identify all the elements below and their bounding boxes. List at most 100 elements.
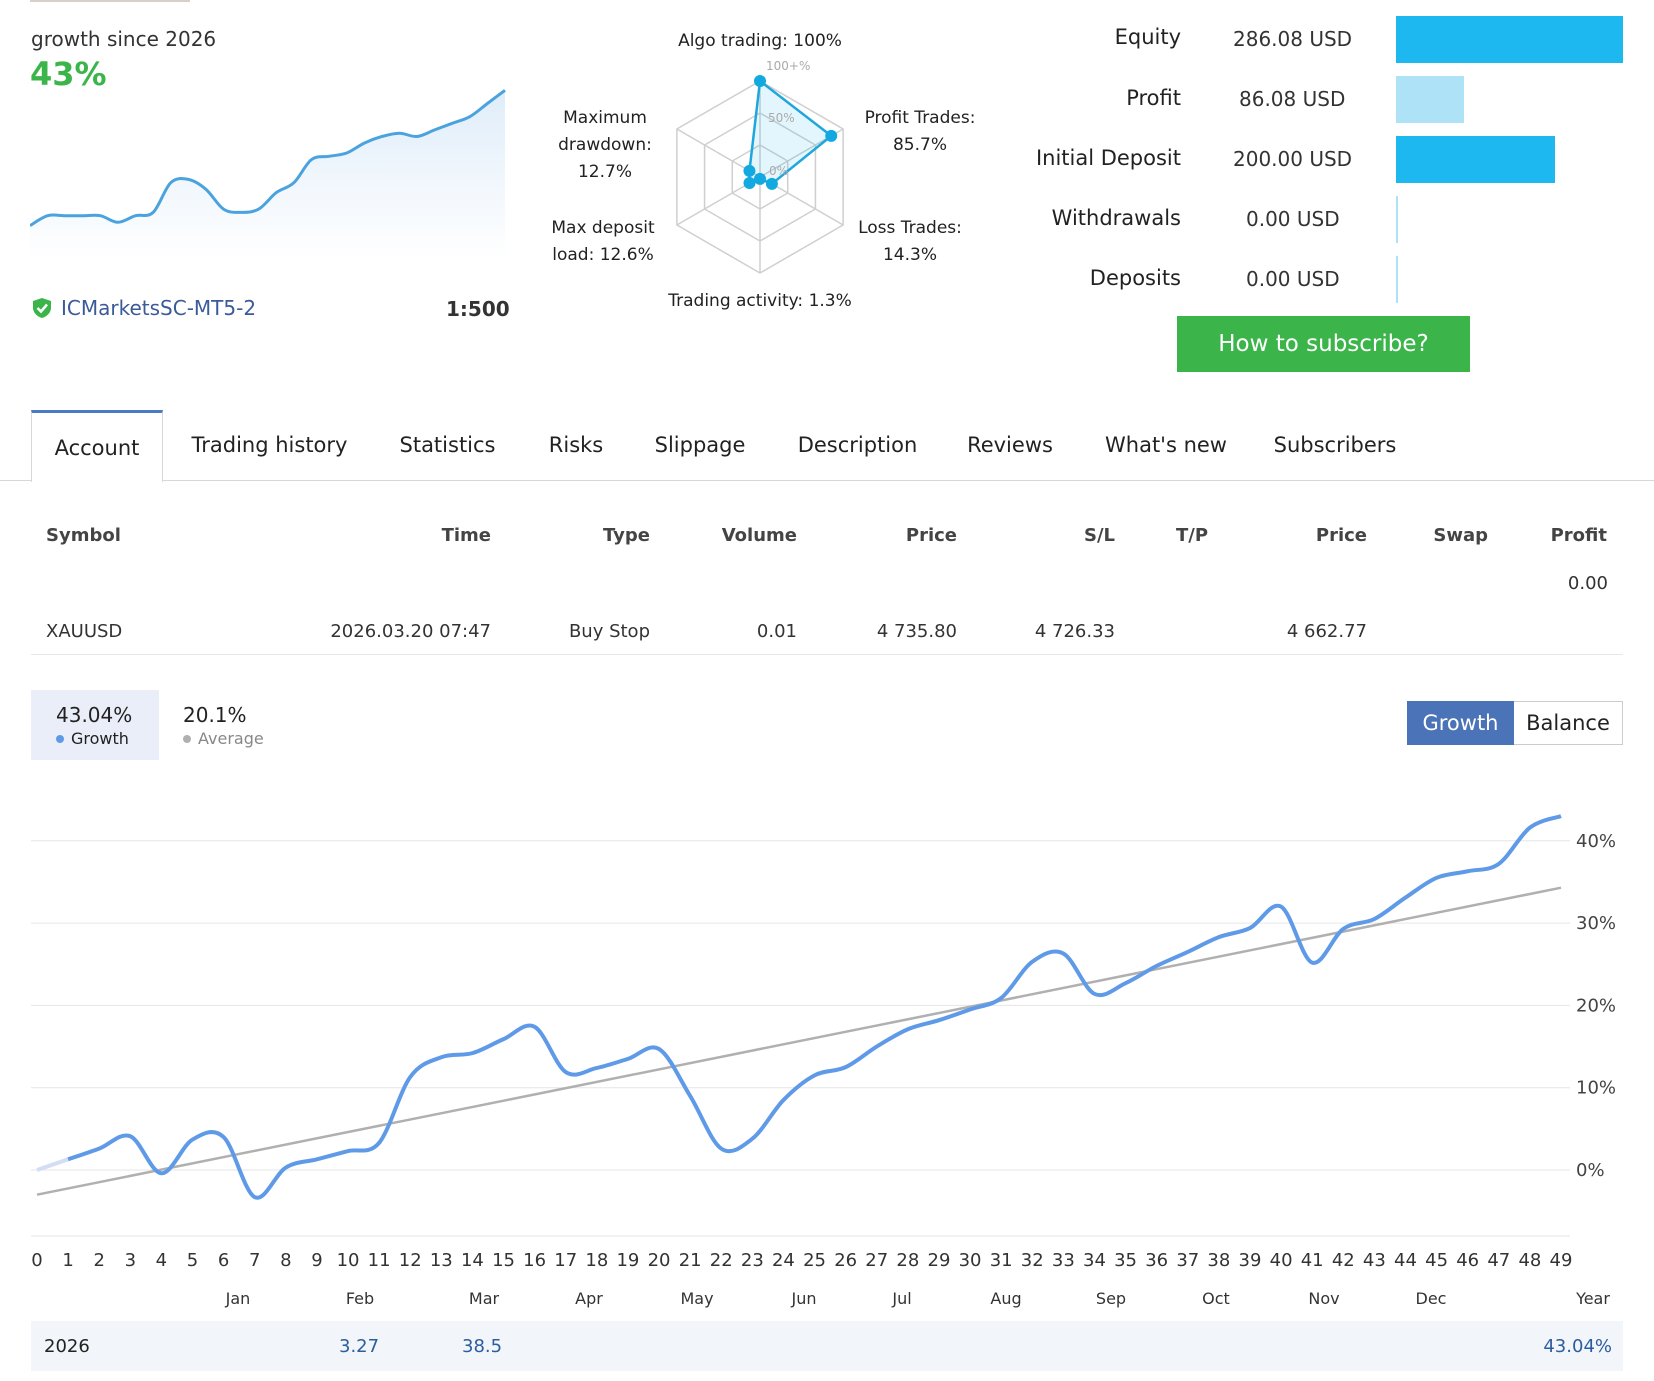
tab-description[interactable]: Description — [797, 433, 918, 457]
col-time: Time — [441, 525, 491, 546]
radar-point — [765, 177, 778, 190]
radar-point — [825, 129, 838, 142]
leverage-value: 1:500 — [446, 297, 510, 321]
table-separator — [31, 654, 1623, 655]
x-tick-label: 17 — [554, 1250, 577, 1271]
tab-risks[interactable]: Risks — [548, 433, 604, 457]
year-label: 2026 — [44, 1336, 90, 1357]
growth-since-label: growth since 2026 — [31, 27, 217, 51]
radar-polygon — [748, 78, 834, 186]
x-tick-label: 44 — [1394, 1250, 1417, 1271]
mini-chart-area — [30, 90, 505, 260]
month-label: Oct — [1202, 1289, 1230, 1308]
month-label: Jan — [225, 1289, 251, 1308]
x-tick-label: 47 — [1487, 1250, 1510, 1271]
y-tick-label: 20% — [1576, 995, 1616, 1016]
x-tick-label: 23 — [741, 1250, 764, 1271]
x-tick-label: 35 — [1114, 1250, 1137, 1271]
x-tick-label: 36 — [1145, 1250, 1168, 1271]
tab-statistics[interactable]: Statistics — [399, 433, 496, 457]
broker-name: ICMarketsSC-MT5-2 — [61, 296, 257, 320]
growth-legend-dot — [56, 734, 64, 743]
cell-price: 4 735.80 — [876, 621, 957, 642]
tab-whats-new[interactable]: What's new — [1105, 433, 1227, 457]
equity-value: 286.08 USD — [1233, 27, 1353, 51]
month-label: Aug — [990, 1289, 1021, 1308]
deposits-bar — [1396, 256, 1398, 303]
radar-point — [743, 177, 756, 190]
equity-bar — [1396, 16, 1623, 63]
x-tick-label: 19 — [616, 1250, 639, 1271]
x-tick-label: 11 — [368, 1250, 391, 1271]
growth-stat-label: Growth — [56, 729, 129, 748]
mini-chart-line — [30, 89, 506, 227]
average-legend-dot — [183, 734, 191, 743]
average-stat-label: Average — [183, 729, 264, 748]
growth-toggle-button[interactable]: Growth — [1407, 701, 1514, 745]
deposits-value: 0.00 USD — [1246, 267, 1340, 291]
mar-value[interactable]: 38.5 — [462, 1336, 503, 1357]
x-tick-label: 9 — [311, 1250, 322, 1271]
x-axis-ticks: 0 1 2 3 4 5 6 7 8 9 10 11 12 13 14 15 16 17 18 19 20 21 22 23 24… — [31, 1250, 1572, 1271]
x-tick-label: 4 — [156, 1250, 167, 1271]
x-tick-label: 6 — [218, 1250, 229, 1271]
cell-price-current: 4 662.77 — [1286, 621, 1367, 642]
cell-sl: 4 726.33 — [1034, 621, 1115, 642]
radar-label-algo: Algo trading: 100% — [678, 31, 842, 51]
tab-account[interactable]: Account — [31, 410, 163, 482]
x-tick-label: 49 — [1550, 1250, 1573, 1271]
feb-value[interactable]: 3.27 — [339, 1336, 380, 1357]
x-tick-label: 28 — [896, 1250, 919, 1271]
x-tick-label: 31 — [990, 1250, 1013, 1271]
radar-point — [754, 172, 766, 185]
tab-trading-history[interactable]: Trading history — [191, 433, 348, 457]
top-accent-bar — [30, 0, 190, 2]
cell-volume: 0.01 — [756, 621, 797, 642]
x-tick-label: 46 — [1456, 1250, 1479, 1271]
x-tick-label: 48 — [1518, 1250, 1541, 1271]
month-label: Dec — [1416, 1289, 1447, 1308]
month-label: Mar — [469, 1289, 500, 1308]
month-label: Nov — [1308, 1289, 1339, 1308]
broker-link[interactable]: ICMarketsSC-MT5-2 — [31, 296, 256, 320]
growth-stat-box[interactable]: 43.04% Growth — [31, 690, 159, 760]
y-tick-label: 30% — [1576, 913, 1616, 934]
y-tick-label: 10% — [1576, 1078, 1616, 1099]
radar-shape — [743, 75, 838, 190]
radar-point — [743, 164, 756, 177]
x-tick-label: 24 — [772, 1250, 795, 1271]
month-label: Jun — [791, 1289, 817, 1308]
x-tick-label: 30 — [959, 1250, 982, 1271]
x-tick-label: 16 — [523, 1250, 546, 1271]
x-tick-label: 42 — [1332, 1250, 1355, 1271]
how-to-subscribe-button[interactable]: How to subscribe? — [1177, 316, 1470, 372]
tabs-divider — [0, 480, 1654, 481]
balance-toggle-button[interactable]: Balance — [1514, 701, 1623, 745]
growth-value: 43% — [30, 55, 107, 93]
profit-value: 86.08 USD — [1239, 87, 1346, 111]
x-tick-label: 37 — [1176, 1250, 1199, 1271]
y-tick-label: 0% — [1576, 1160, 1605, 1181]
tab-subscribers[interactable]: Subscribers — [1273, 433, 1397, 457]
initial-deposit-bar — [1396, 136, 1555, 183]
x-tick-label: 45 — [1425, 1250, 1448, 1271]
tab-reviews[interactable]: Reviews — [967, 433, 1053, 457]
growth-stat-value: 43.04% — [56, 703, 133, 727]
col-symbol: Symbol — [46, 525, 121, 546]
average-stat-value: 20.1% — [183, 703, 247, 727]
average-stat-box[interactable]: 20.1% Average — [159, 690, 279, 760]
withdrawals-bar — [1396, 196, 1398, 243]
x-tick-label: 0 — [31, 1250, 42, 1271]
growth-chart: 0%10%20%30%40% 0 1 2 3 4 5 6 7 8 9 10 11 12 13 14 15 16 1… — [31, 814, 1616, 1308]
chart-series — [36, 814, 1562, 1200]
year-total-value[interactable]: 43.04% — [1543, 1336, 1612, 1357]
x-tick-label: 32 — [1021, 1250, 1044, 1271]
month-label: Apr — [575, 1289, 603, 1308]
x-tick-label: 7 — [249, 1250, 260, 1271]
year-summary-row — [31, 1321, 1623, 1371]
y-tick-label: 40% — [1576, 831, 1616, 852]
x-tick-label: 27 — [865, 1250, 888, 1271]
tab-slippage[interactable]: Slippage — [654, 433, 746, 457]
month-label: May — [680, 1289, 713, 1308]
verified-shield-icon — [33, 298, 51, 318]
